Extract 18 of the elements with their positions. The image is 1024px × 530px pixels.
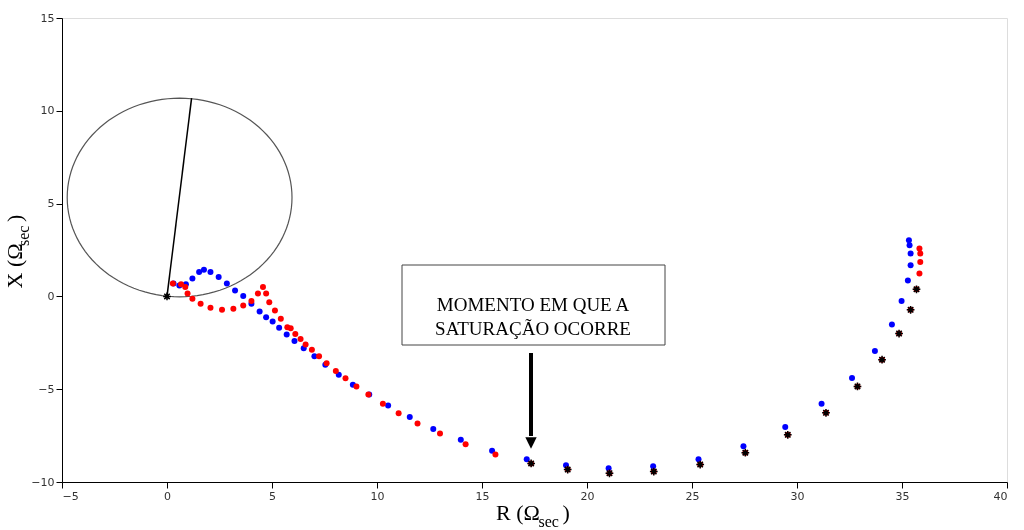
x-tick-label: 40 <box>993 489 1008 503</box>
x-tick-label: 10 <box>370 489 385 503</box>
y-tick-label: −5 <box>38 382 55 396</box>
x-tick-label: 30 <box>790 489 805 503</box>
x-tick-label: 25 <box>685 489 700 503</box>
y-tick-label: 10 <box>40 104 55 118</box>
y-axis-title: X (Ωsec) <box>2 214 32 289</box>
x-tick-label: −5 <box>62 489 79 503</box>
y-tick-label: 0 <box>47 289 55 303</box>
x-tick-label: 35 <box>895 489 910 503</box>
y-tick-label: −10 <box>31 475 55 489</box>
x-tick-label: 5 <box>269 489 276 503</box>
x-tick-label: 0 <box>164 489 171 503</box>
x-tick-label: 15 <box>475 489 490 503</box>
y-tick-label: 5 <box>47 197 55 211</box>
x-tick-label: 20 <box>580 489 595 503</box>
annotation: MOMENTO EM QUE A SATURAÇÃO OCORRE <box>435 294 631 339</box>
y-tick-label: 15 <box>40 11 55 25</box>
